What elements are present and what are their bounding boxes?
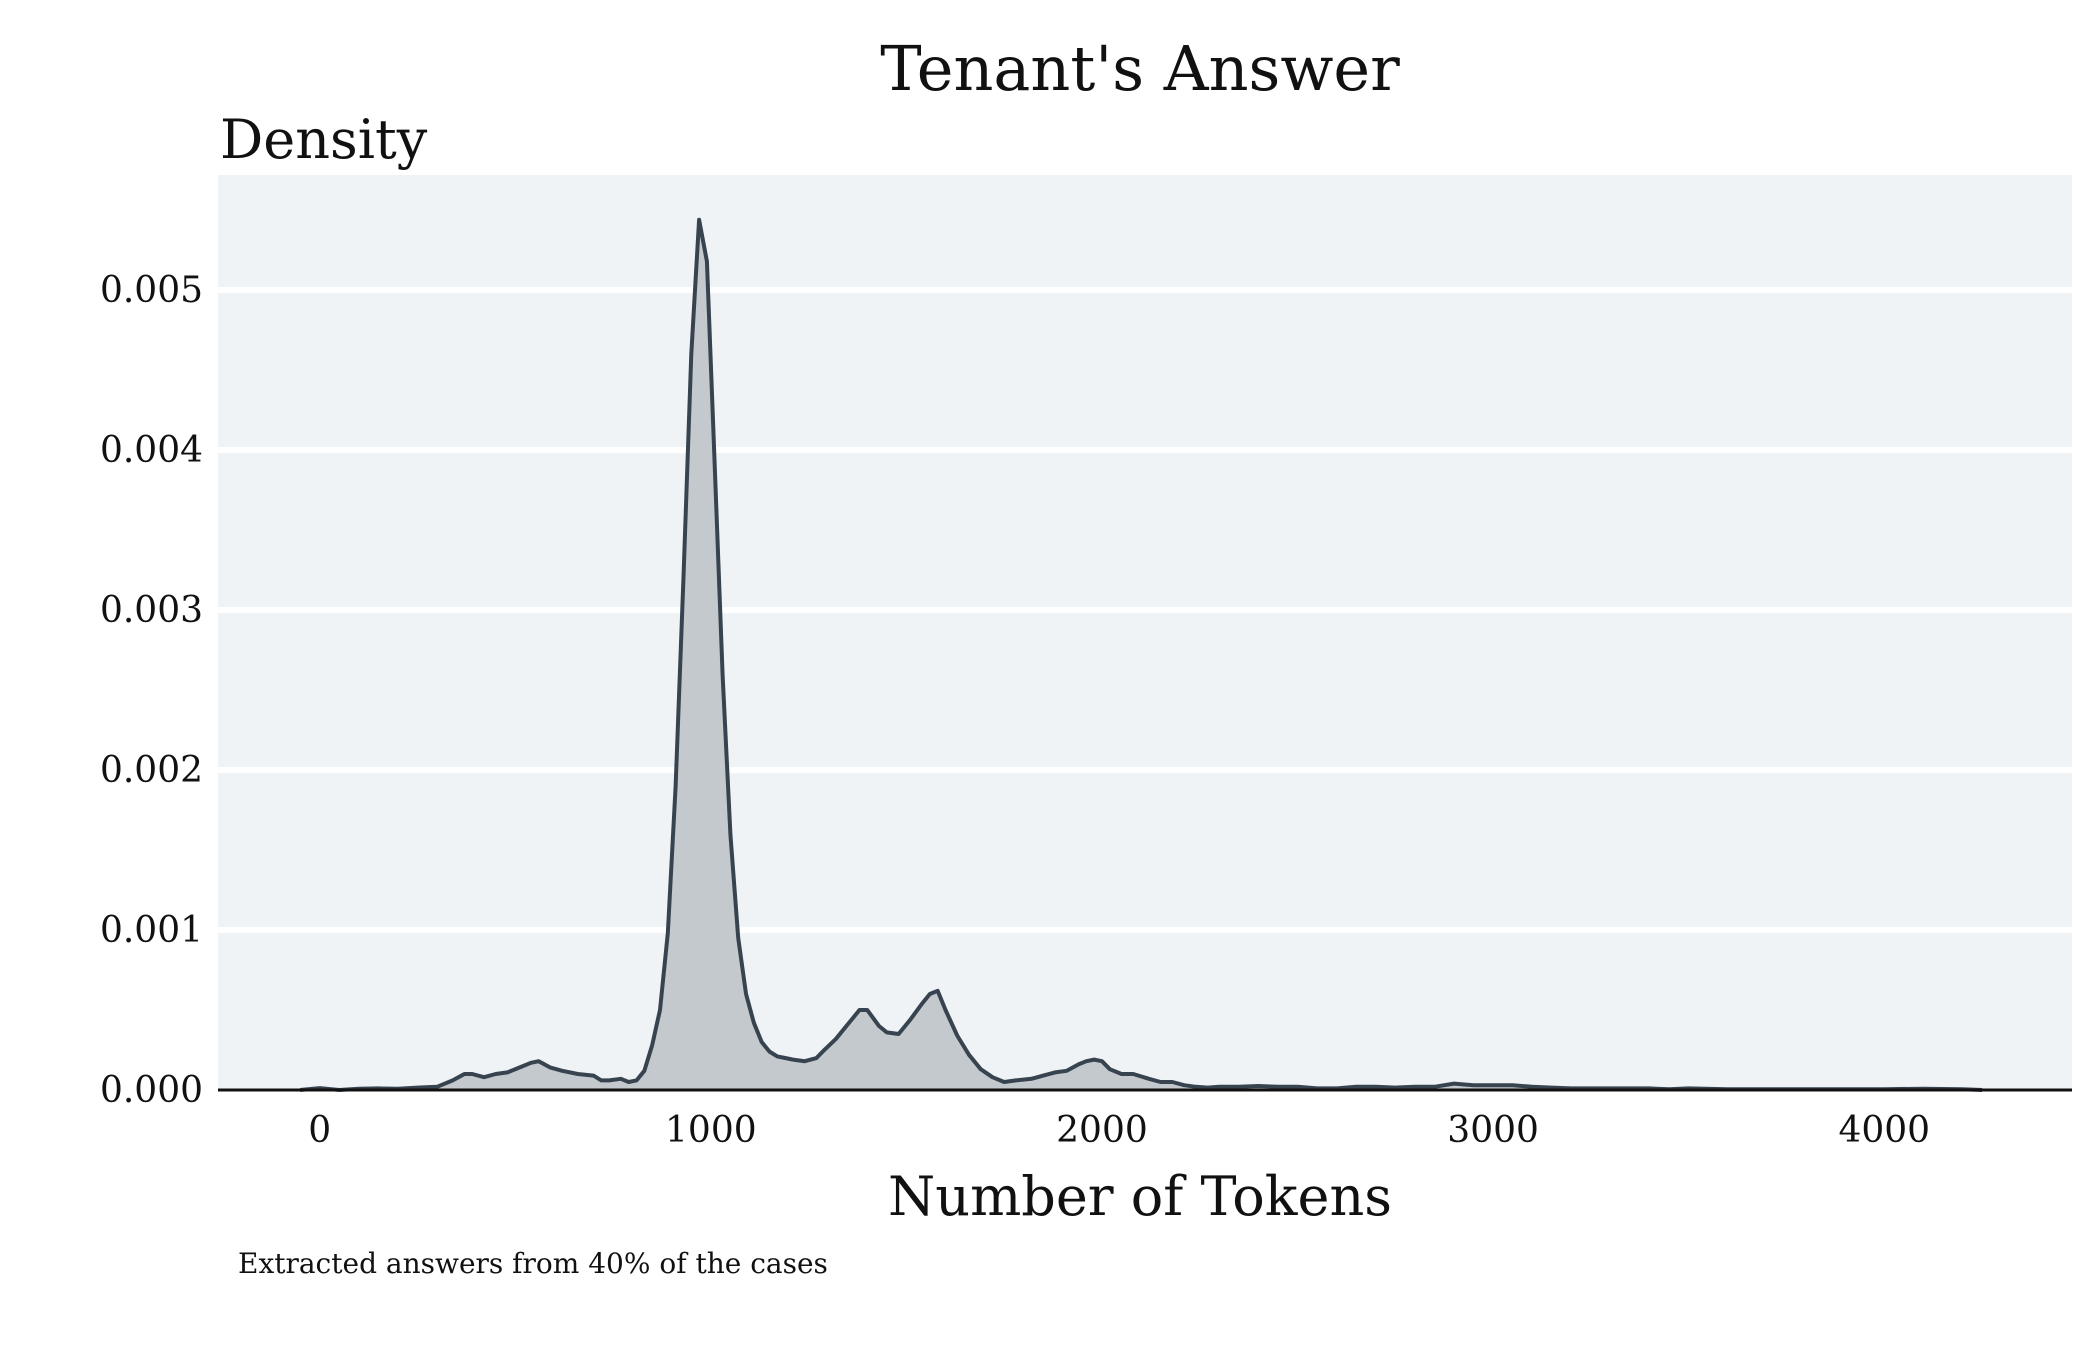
chart-title: Tenant's Answer [880,32,1400,105]
x-tick-label-0: 0 [308,1110,331,1151]
x-tick-label-1: 1000 [665,1110,757,1151]
plot-panel-background [218,175,2072,1090]
y-tick-label-2: 0.002 [100,750,203,791]
x-tick-label-3: 3000 [1447,1110,1539,1151]
x-axis-tick-labels: 0 1000 2000 3000 4000 [308,1110,1930,1151]
density-curve [299,217,1983,1092]
chart-caption: Extracted answers from 40% of the cases [238,1247,828,1280]
y-tick-label-0: 0.000 [100,1070,203,1111]
y-tick-label-5: 0.005 [100,270,203,311]
y-tick-label-4: 0.004 [100,430,203,471]
y-axis-title: Density [220,108,428,171]
density-area-fill [300,219,1983,1091]
y-axis-tick-labels: 0.000 0.001 0.002 0.003 0.004 0.005 [100,270,203,1111]
x-tick-label-2: 2000 [1056,1110,1148,1151]
y-tick-label-3: 0.003 [100,590,203,631]
gridlines [218,287,2072,934]
x-tick-label-4: 4000 [1838,1110,1930,1151]
x-axis-title: Number of Tokens [888,1165,1392,1228]
y-tick-label-1: 0.001 [100,910,203,951]
